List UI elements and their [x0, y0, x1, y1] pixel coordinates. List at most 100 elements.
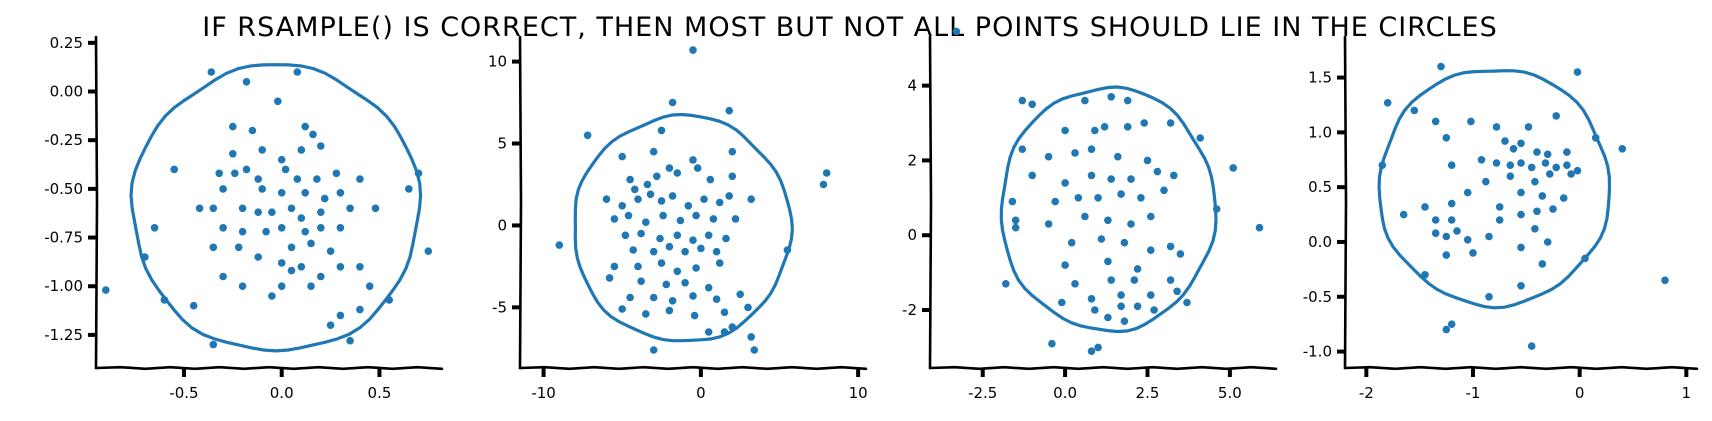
scatter-point [642, 310, 650, 318]
scatter-point [665, 242, 674, 251]
scatter-point [715, 259, 724, 267]
scatter-point [684, 202, 693, 210]
scatter-point [783, 246, 792, 254]
scatter-point [1531, 225, 1539, 233]
scatter-point [1573, 166, 1582, 175]
scatter-point [1527, 163, 1536, 172]
scatter-point [690, 311, 699, 320]
scatter-point [229, 122, 237, 131]
scatter-point [102, 286, 110, 294]
scatter-point [1410, 106, 1419, 115]
scatter-point [313, 175, 321, 183]
scatter-point [1447, 216, 1456, 224]
scatter-point [1061, 179, 1069, 187]
scatter-point [819, 180, 828, 189]
scatter-point [336, 189, 345, 197]
scatter-point [160, 296, 169, 304]
scatter-point [720, 328, 729, 336]
subplots: 0.250.00-0.25-0.50-0.75-1.00-1.25-0.5 0.0… [44, 27, 1699, 402]
scatter-point [326, 321, 335, 330]
scatter-point [254, 208, 262, 216]
y-tick-label: 0 [907, 226, 917, 244]
scatter-point [1123, 123, 1132, 131]
scatter-point [293, 68, 302, 76]
scatter-point [1431, 229, 1440, 237]
y-tick-label: -0.25 [44, 131, 83, 149]
scatter-point [287, 243, 296, 252]
scatter-point [262, 227, 270, 236]
scatter-point [618, 202, 626, 210]
scatter-point [1212, 205, 1221, 213]
y-axis-line [1343, 35, 1348, 370]
scatter-point [1442, 232, 1451, 241]
scatter-point [657, 126, 666, 135]
scatter-point [689, 292, 697, 300]
scatter-point [1044, 152, 1053, 161]
scatter-point [1160, 186, 1168, 195]
scatter-point [1463, 188, 1472, 197]
scatter-point [1117, 291, 1125, 299]
scatter-point [1437, 62, 1445, 71]
scatter-point [1051, 197, 1059, 206]
scatter-point [258, 146, 267, 154]
scatter-point [725, 106, 733, 115]
scatter-point [693, 164, 702, 172]
scatter-point [649, 147, 658, 156]
scatter-point [219, 185, 227, 193]
scatter-point [1495, 216, 1504, 224]
scatter-point [689, 156, 697, 164]
scatter-point [258, 185, 267, 193]
scatter-point [1378, 161, 1387, 169]
scatter-point [1008, 197, 1017, 206]
scatter-point [1546, 170, 1554, 178]
scatter-point [336, 224, 345, 232]
scatter-point [1107, 276, 1115, 284]
x-tick-label: -10 [531, 384, 556, 402]
scatter-point [1431, 117, 1440, 126]
scatter-point [618, 305, 626, 313]
scatter-point [1531, 177, 1539, 186]
scatter-point [1463, 236, 1472, 244]
scatter-point [281, 165, 290, 174]
x-axis-line [928, 365, 1278, 371]
scatter-point [1447, 320, 1456, 329]
scatter-point [697, 244, 705, 253]
scatter-point [1048, 339, 1056, 348]
scatter-point [1196, 134, 1204, 142]
scatter-point [1091, 126, 1099, 135]
scatter-point [621, 231, 630, 240]
scatter-point [1140, 119, 1148, 127]
y-tick-label: -0.75 [44, 229, 83, 247]
scatter-point [1559, 194, 1568, 202]
scatter-point [1524, 123, 1533, 131]
scatter-point [1567, 170, 1575, 178]
scatter-point [1399, 210, 1408, 219]
scatter-point [242, 78, 251, 86]
scatter-point [1482, 177, 1490, 186]
scatter-point [326, 247, 335, 255]
scatter-point [207, 68, 216, 76]
scatter-point [1541, 159, 1550, 167]
scatter-point [287, 266, 296, 275]
scatter-point [610, 262, 619, 271]
scatter-point [1517, 282, 1525, 290]
scatter-point [618, 152, 626, 161]
scatter-point [1104, 313, 1112, 322]
scatter-point [1071, 280, 1079, 288]
scatter-point [317, 208, 325, 216]
scatter-point [1552, 163, 1560, 172]
scatter-point [1517, 210, 1525, 219]
scatter-point [1492, 123, 1501, 131]
scatter-point [1117, 190, 1125, 198]
scatter-point [1044, 220, 1053, 228]
y-tick-label: -0.50 [44, 180, 83, 198]
scatter-point [728, 323, 737, 331]
scatter-point [1130, 276, 1139, 284]
scatter-point [346, 204, 354, 213]
scatter-point [317, 142, 325, 150]
scatter-point [665, 306, 674, 315]
x-tick-label: 10 [849, 384, 868, 402]
scatter-point [689, 46, 697, 54]
scatter-point [1509, 145, 1518, 153]
scatter-point [1120, 238, 1129, 247]
